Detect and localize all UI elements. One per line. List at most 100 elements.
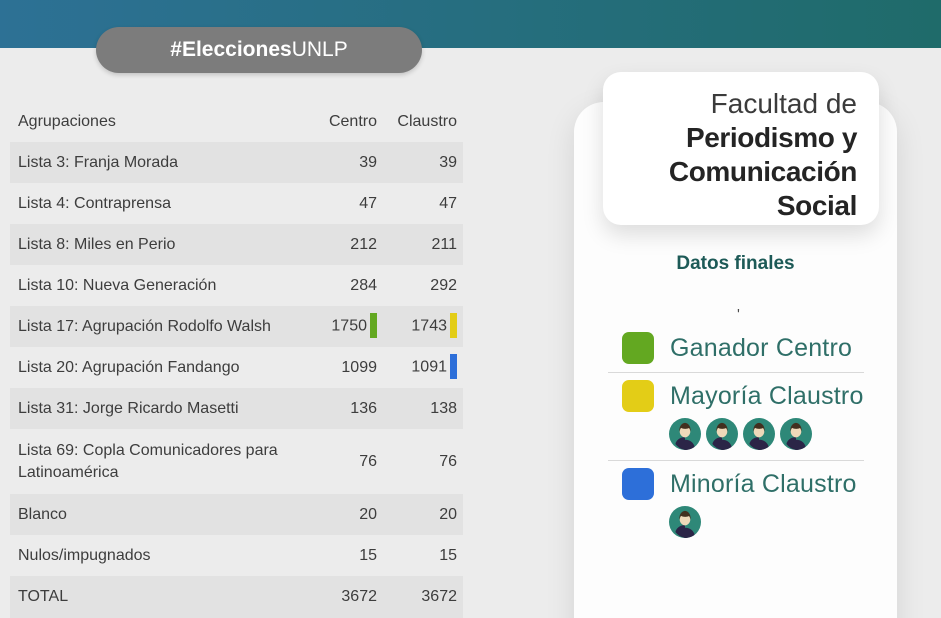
row-claustro-value: 211	[377, 236, 457, 254]
claustro-number: 3672	[421, 588, 457, 605]
row-claustro-value: 292	[377, 277, 457, 295]
legend-item: Mayoría Claustro	[608, 373, 864, 461]
results-table-header-row: Agrupaciones Centro Claustro	[10, 101, 463, 142]
table-row: TOTAL 3672 3672	[10, 576, 463, 618]
row-centro-value: 47	[305, 195, 377, 213]
legend-item-head: Mayoría Claustro	[608, 380, 864, 412]
legend-item-label: Minoría Claustro	[670, 469, 857, 498]
legend-color-swatch	[622, 468, 654, 500]
claustro-number: 39	[439, 153, 457, 171]
person-avatar-icon	[669, 418, 701, 450]
claustro-number: 138	[430, 399, 457, 417]
person-avatar-icon	[706, 418, 738, 450]
claustro-number: 76	[439, 452, 457, 470]
row-centro-value: 39	[305, 154, 377, 172]
column-header-claustro: Claustro	[397, 112, 457, 130]
row-agrupacion-name: Blanco	[18, 505, 67, 523]
centro-number: 39	[359, 153, 377, 171]
row-agrupacion-name: Lista 20: Agrupación Fandango	[18, 358, 240, 376]
legend-item: Minoría Claustro	[608, 461, 864, 548]
claustro-winner-marker	[450, 313, 457, 338]
row-claustro-value: 15	[377, 547, 457, 565]
row-agrupacion-name: TOTAL	[18, 588, 69, 606]
results-table: Agrupaciones Centro Claustro Lista 3: Fr…	[10, 101, 463, 618]
faculty-name-prefix: Facultad de	[710, 88, 857, 119]
row-claustro-value: 138	[377, 400, 457, 418]
stray-tick-mark: '	[737, 306, 740, 323]
row-claustro-value: 3672	[377, 588, 457, 606]
person-avatar-icon	[669, 506, 701, 538]
row-claustro-value: 1743	[377, 313, 457, 339]
column-header-agrupaciones: Agrupaciones	[18, 112, 116, 130]
table-row: Lista 4: Contraprensa 47 47	[10, 183, 463, 224]
row-centro-value: 284	[305, 277, 377, 295]
table-row: Lista 10: Nueva Generación 284 292	[10, 265, 463, 306]
centro-number: 212	[350, 235, 377, 253]
row-agrupacion-name: Lista 4: Contraprensa	[18, 194, 171, 212]
hashtag-badge: #Elecciones UNLP	[96, 27, 422, 73]
row-agrupacion-name: Lista 31: Jorge Ricardo Masetti	[18, 399, 239, 417]
row-agrupacion-name: Lista 8: Miles en Perio	[18, 235, 176, 253]
table-row: Lista 20: Agrupación Fandango 1099 1091	[10, 347, 463, 388]
person-avatar-icon	[780, 418, 812, 450]
legend-item-head: Minoría Claustro	[608, 468, 864, 500]
row-claustro-value: 47	[377, 195, 457, 213]
claustro-number: 47	[439, 194, 457, 212]
centro-number: 284	[350, 276, 377, 294]
claustro-number: 1743	[411, 317, 447, 335]
legend-seat-avatars	[669, 418, 864, 450]
claustro-winner-marker	[450, 354, 457, 379]
row-claustro-value: 39	[377, 154, 457, 172]
legend-item: Ganador Centro	[608, 325, 864, 373]
row-agrupacion-name: Nulos/impugnados	[18, 546, 151, 564]
row-centro-value: 3672	[305, 588, 377, 606]
centro-number: 3672	[341, 588, 377, 605]
table-row: Lista 17: Agrupación Rodolfo Walsh 1750 …	[10, 306, 463, 347]
column-header-centro: Centro	[328, 112, 377, 130]
row-centro-value: 15	[305, 547, 377, 565]
row-agrupacion-name: Lista 3: Franja Morada	[18, 153, 179, 171]
legend-item-label: Ganador Centro	[670, 333, 853, 362]
faculty-name-line4: Social	[776, 190, 857, 221]
hashtag-badge-regular-text: UNLP	[291, 38, 348, 61]
row-agrupacion-name: Lista 69: Copla Comunicadores para Latin…	[18, 442, 278, 481]
centro-number: 1099	[341, 358, 377, 376]
table-row: Nulos/impugnados 15 15	[10, 535, 463, 576]
centro-number: 1750	[331, 317, 367, 335]
centro-number: 76	[359, 452, 377, 470]
centro-number: 15	[359, 546, 377, 564]
table-row: Lista 8: Miles en Perio 212 211	[10, 224, 463, 265]
legend-item-head: Ganador Centro	[608, 332, 864, 364]
legend-color-swatch	[622, 380, 654, 412]
row-claustro-value: 76	[377, 453, 457, 471]
row-centro-value: 1750	[305, 313, 377, 339]
claustro-number: 292	[430, 276, 457, 294]
table-row: Lista 3: Franja Morada 39 39	[10, 142, 463, 183]
table-row: Lista 69: Copla Comunicadores para Latin…	[10, 429, 463, 494]
faculty-title-card: Facultad de Periodismo y Comunicación So…	[603, 72, 879, 225]
claustro-number: 211	[431, 235, 457, 253]
person-avatar-icon	[743, 418, 775, 450]
centro-number: 20	[359, 505, 377, 523]
row-centro-value: 20	[305, 506, 377, 524]
row-agrupacion-name: Lista 17: Agrupación Rodolfo Walsh	[18, 317, 271, 335]
centro-winner-marker	[370, 313, 377, 338]
legend-color-swatch	[622, 332, 654, 364]
centro-number: 47	[359, 194, 377, 212]
table-row: Blanco 20 20	[10, 494, 463, 535]
results-table-body: Lista 3: Franja Morada 39 39 Lista 4: Co…	[10, 142, 463, 618]
status-title: Datos finales	[676, 253, 795, 274]
claustro-number: 15	[439, 546, 457, 564]
legend-item-label: Mayoría Claustro	[670, 381, 864, 410]
row-claustro-value: 1091	[377, 354, 457, 380]
claustro-number: 20	[439, 505, 457, 523]
row-centro-value: 76	[305, 453, 377, 471]
centro-number: 136	[350, 399, 377, 417]
row-centro-value: 1099	[305, 359, 377, 377]
row-claustro-value: 20	[377, 506, 457, 524]
legend-seat-avatars	[669, 506, 864, 538]
row-centro-value: 136	[305, 400, 377, 418]
hashtag-badge-bold-text: #Elecciones	[170, 38, 292, 61]
row-agrupacion-name: Lista 10: Nueva Generación	[18, 276, 217, 294]
